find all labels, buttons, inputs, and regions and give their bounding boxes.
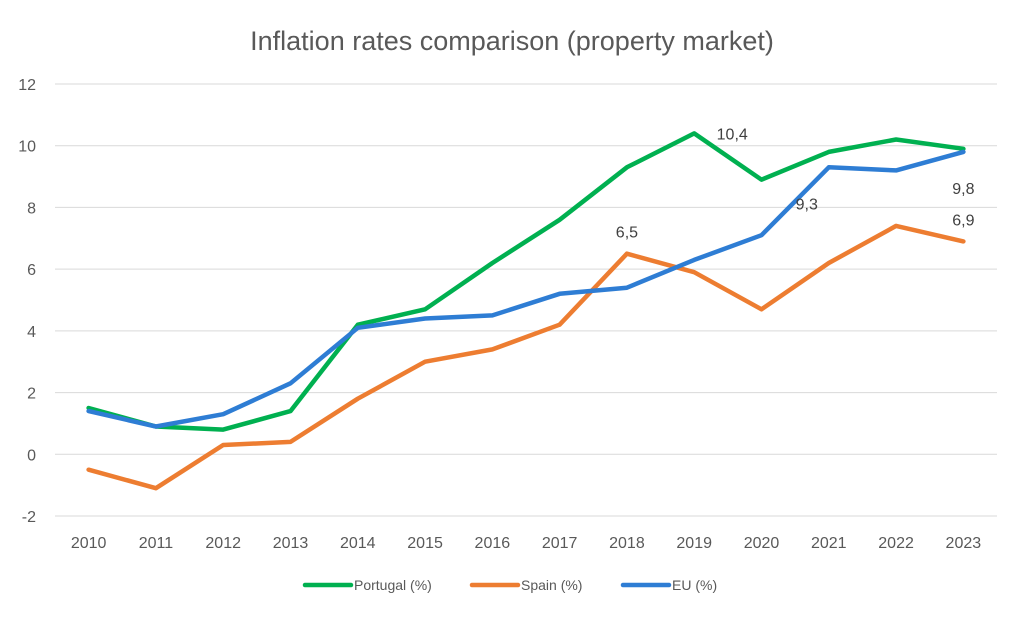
y-tick-label: 4	[27, 324, 36, 341]
x-tick-label: 2021	[811, 535, 847, 552]
y-axis-ticks: -2 0 2 4 6 8 10 12	[18, 77, 36, 526]
x-tick-label: 2011	[139, 535, 174, 552]
data-label: 6,5	[616, 225, 638, 242]
y-tick-label: 8	[27, 200, 36, 217]
legend-label: Portugal (%)	[354, 577, 432, 593]
y-tick-label: 12	[18, 77, 36, 94]
series-line-portugal	[86, 131, 966, 432]
data-label: 9,8	[952, 181, 974, 198]
series-line-spain	[86, 223, 966, 491]
x-tick-label: 2016	[475, 535, 511, 552]
legend-label: EU (%)	[672, 577, 717, 593]
x-tick-label: 2023	[946, 535, 982, 552]
legend-item: Portugal (%)	[302, 577, 432, 593]
series-line-eu	[86, 149, 966, 429]
data-label: 10,4	[717, 126, 748, 143]
legend-item: EU (%)	[620, 577, 717, 593]
chart-title: Inflation rates comparison (property mar…	[250, 26, 774, 56]
data-labels: 10,4 6,5 9,3 9,8 6,9	[616, 126, 975, 241]
y-tick-label: -2	[22, 509, 36, 526]
x-tick-label: 2019	[676, 535, 712, 552]
y-tick-label: 6	[27, 262, 36, 279]
legend-item: Spain (%)	[469, 577, 582, 593]
x-tick-label: 2010	[71, 535, 107, 552]
y-tick-label: 0	[27, 447, 36, 464]
x-tick-label: 2013	[273, 535, 309, 552]
data-label: 6,9	[952, 212, 974, 229]
x-tick-label: 2012	[205, 535, 241, 552]
x-tick-label: 2017	[542, 535, 578, 552]
x-tick-label: 2014	[340, 535, 376, 552]
x-tick-label: 2022	[878, 535, 914, 552]
x-tick-label: 2018	[609, 535, 645, 552]
legend: Portugal (%) Spain (%) EU (%)	[302, 577, 717, 593]
legend-label: Spain (%)	[521, 577, 582, 593]
y-tick-label: 10	[18, 139, 36, 156]
x-axis-ticks: 2010 2011 2012 2013 2014 2015 2016 2017 2018 2019…	[71, 535, 981, 552]
x-tick-label: 2020	[744, 535, 780, 552]
x-tick-label: 2015	[407, 535, 443, 552]
data-label: 9,3	[796, 196, 818, 213]
series-lines	[86, 131, 966, 491]
y-tick-label: 2	[27, 386, 36, 403]
